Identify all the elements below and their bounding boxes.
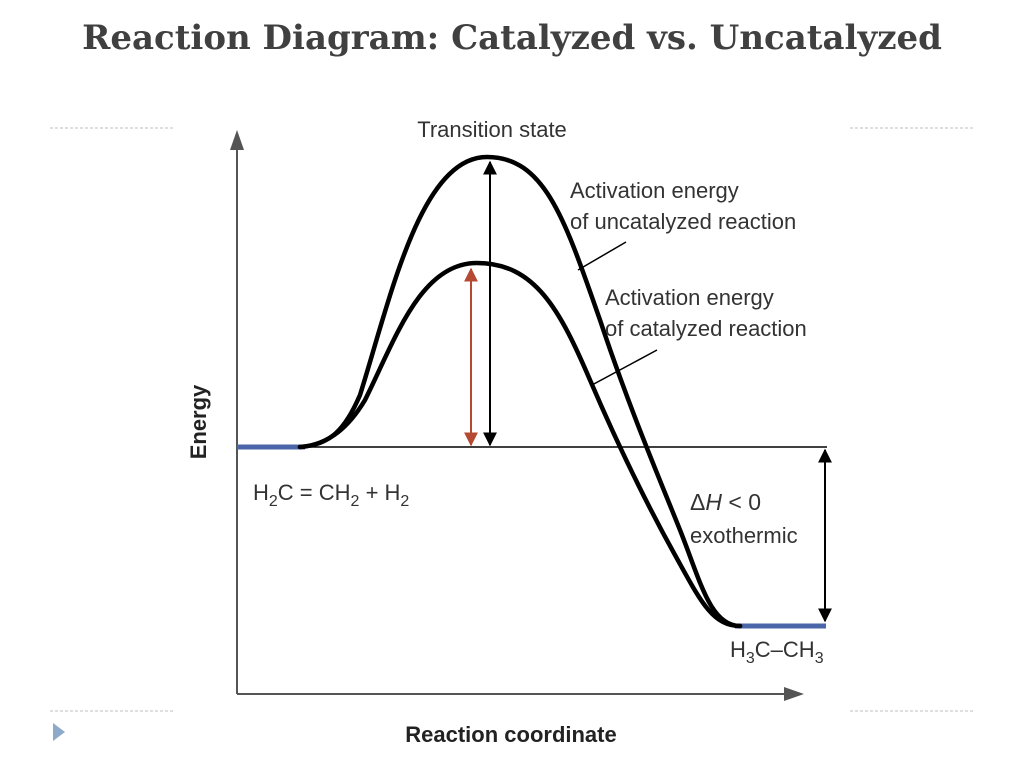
x-axis-label: Reaction coordinate [405, 722, 616, 747]
exothermic-label: exothermic [690, 523, 798, 548]
x-axis-arrow-icon [784, 687, 804, 701]
reactants-formula: H2C = CH2 + H2 [253, 480, 409, 510]
y-axis-label: Energy [186, 384, 211, 459]
enthalpy-expression: ΔH < 0 [690, 489, 761, 515]
catalyzed-label-line2: of catalyzed reaction [605, 316, 807, 341]
uncatalyzed-label-line2: of uncatalyzed reaction [570, 209, 796, 234]
y-axis-arrow-icon [230, 130, 244, 150]
slide-bullet-triangle-icon [53, 723, 65, 741]
uncatalyzed-label-line1: Activation energy [570, 178, 739, 203]
slide-title: Reaction Diagram: Catalyzed vs. Uncataly… [82, 18, 942, 58]
transition-state-label: Transition state [417, 117, 567, 142]
catalyzed-label-leader [591, 349, 658, 386]
products-formula: H3C–CH3 [730, 637, 824, 667]
uncatalyzed-label-leader [577, 241, 627, 271]
catalyzed-label-line1: Activation energy [605, 285, 774, 310]
uncatalyzed-curve [297, 154, 743, 629]
catalyzed-curve [297, 260, 743, 629]
